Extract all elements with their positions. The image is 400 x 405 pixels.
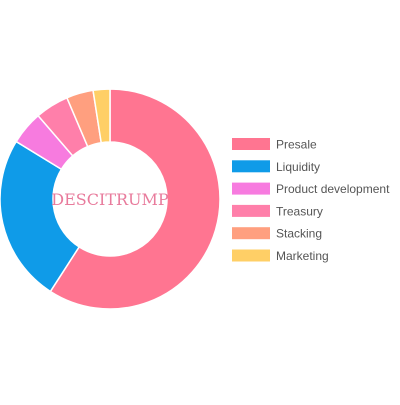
legend-swatch xyxy=(232,182,270,195)
legend-label: Liquidity xyxy=(276,160,320,174)
slice-presale[interactable] xyxy=(49,88,221,310)
legend-item-treasury[interactable]: Treasury xyxy=(232,204,323,218)
legend-item-product-development[interactable]: Product development xyxy=(232,182,390,196)
slice-marketing[interactable] xyxy=(92,88,111,144)
slice-liquidity[interactable] xyxy=(0,140,81,293)
legend-label: Product development xyxy=(276,182,390,196)
legend-label: Treasury xyxy=(276,204,323,218)
legend-item-stacking[interactable]: Stacking xyxy=(232,227,322,241)
slices-group xyxy=(0,88,221,310)
legend-item-presale[interactable]: Presale xyxy=(232,138,317,152)
legend-swatch xyxy=(232,160,270,173)
legend-item-marketing[interactable]: Marketing xyxy=(232,249,329,263)
legend-label: Stacking xyxy=(276,227,322,241)
legend: Presale Liquidity Product development Treas… xyxy=(232,138,390,263)
legend-swatch xyxy=(232,227,270,240)
legend-label: Marketing xyxy=(276,249,329,263)
legend-label: Presale xyxy=(276,138,317,152)
center-label: DESCITRUMP xyxy=(51,190,169,209)
legend-swatch xyxy=(232,249,270,262)
legend-swatch xyxy=(232,138,270,150)
legend-item-liquidity[interactable]: Liquidity xyxy=(232,160,320,174)
legend-swatch xyxy=(232,204,270,217)
